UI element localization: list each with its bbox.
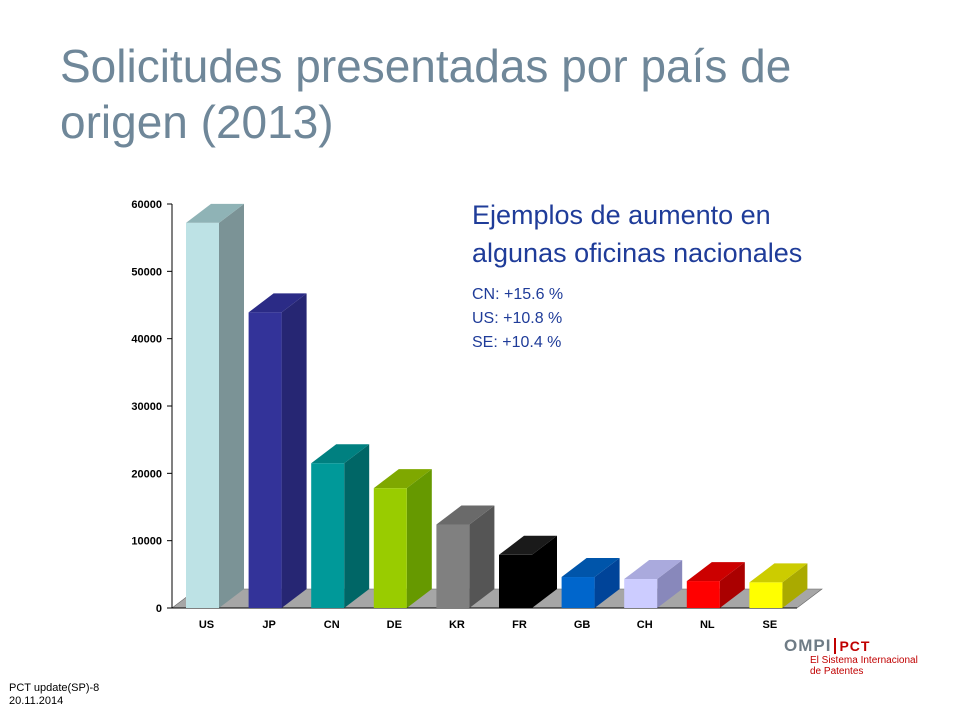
x-tick-label: CN (324, 619, 340, 631)
bar-side (657, 560, 683, 608)
bar-top (686, 562, 745, 582)
bar-jp (248, 293, 307, 608)
footer-date: 20.11.2014 (9, 695, 64, 707)
y-tick-label: 40000 (131, 334, 162, 346)
annotation-item: US: +10.8 % (472, 310, 563, 327)
bar-front (248, 312, 282, 608)
bar-side (594, 558, 620, 608)
bar-de (373, 469, 432, 608)
footer-ref: PCT update(SP)-8 (9, 682, 100, 694)
y-tick-label: 10000 (131, 536, 162, 548)
logo-mark-pct: PCT (834, 638, 871, 654)
y-tick-label: 0 (156, 603, 162, 615)
bar-top (186, 203, 244, 223)
bar-side (782, 563, 808, 608)
bar-front (686, 581, 720, 608)
x-tick-label: SE (763, 619, 778, 631)
annotation-heading-line1: Ejemplos de aumento en (472, 200, 771, 230)
x-tick-label: US (199, 619, 214, 631)
footer: PCT update(SP)-8 20.11.2014 (9, 682, 99, 708)
annotation-heading-line2: algunas oficinas nacionales (472, 238, 803, 268)
bar-side (719, 562, 745, 608)
annotation-item: CN: +15.6 % (472, 286, 564, 303)
bar-us (186, 203, 244, 608)
bar-top (436, 505, 495, 525)
bar-top (624, 560, 683, 580)
bar-top (311, 444, 370, 464)
bar-front (561, 577, 595, 608)
bar-nl (686, 562, 745, 608)
bar-top (373, 469, 432, 489)
x-tick-label: GB (574, 619, 591, 631)
bar-top (499, 535, 557, 555)
bar-side (344, 444, 370, 608)
bar-side (532, 535, 557, 608)
x-tick-label: KR (449, 619, 465, 631)
bar-ch (624, 560, 683, 608)
bar-front (499, 554, 532, 608)
bar-front (373, 488, 407, 608)
bar-front (624, 579, 658, 608)
bar-side (281, 293, 307, 608)
bar-front (436, 524, 470, 608)
bar-cn (311, 444, 370, 608)
bar-kr (436, 505, 495, 608)
bar-gb (561, 558, 620, 608)
x-tick-label: CH (637, 619, 653, 631)
y-tick-label: 20000 (131, 468, 162, 480)
bar-front (749, 582, 783, 608)
bar-top (248, 293, 307, 313)
x-tick-label: FR (512, 619, 527, 631)
bar-front (186, 222, 219, 608)
x-tick-label: NL (700, 619, 715, 631)
y-tick-label: 50000 (131, 266, 162, 278)
bar-front (311, 463, 345, 608)
annotation-heading: Ejemplos de aumento en algunas oficinas … (472, 196, 892, 272)
x-axis-labels: US JP CN DE KR FR GB CH NL SE (199, 619, 777, 631)
y-tick-label: 60000 (131, 199, 162, 211)
bar-fr (499, 535, 557, 608)
bar-side (469, 505, 495, 608)
x-tick-label: JP (262, 619, 275, 631)
x-tick-label: DE (387, 619, 402, 631)
annotation-item: SE: +10.4 % (472, 334, 562, 351)
slide-title: Solicitudes presentadas por país de orig… (60, 40, 792, 148)
y-tick-label: 30000 (131, 401, 162, 413)
logo-subtitle: El Sistema Internacional de Patentes (810, 655, 954, 677)
bar-top (749, 563, 808, 583)
bar-top (561, 558, 620, 578)
bars (186, 203, 808, 608)
bar-side (219, 203, 244, 608)
ompi-pct-logo: OMPI PCT El Sistema Internacional de Pate… (784, 636, 954, 678)
annotation-list: CN: +15.6 % US: +10.8 % SE: +10.4 % (472, 283, 672, 355)
logo-subtitle-line2: de Patentes (810, 666, 864, 677)
bar-se (749, 563, 808, 608)
logo-mark-ompi: OMPI (784, 636, 832, 655)
bar-side (406, 469, 432, 608)
logo-subtitle-line1: El Sistema Internacional (810, 655, 918, 666)
